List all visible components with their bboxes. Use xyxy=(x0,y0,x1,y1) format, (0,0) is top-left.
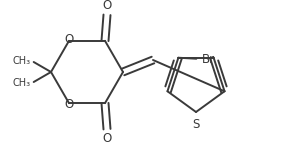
Text: CH₃: CH₃ xyxy=(12,56,31,66)
Text: S: S xyxy=(192,118,200,131)
Text: O: O xyxy=(64,33,74,46)
Text: Br: Br xyxy=(202,53,215,66)
Text: O: O xyxy=(102,0,112,12)
Text: O: O xyxy=(64,98,74,111)
Text: CH₃: CH₃ xyxy=(12,78,31,88)
Text: O: O xyxy=(102,132,112,145)
